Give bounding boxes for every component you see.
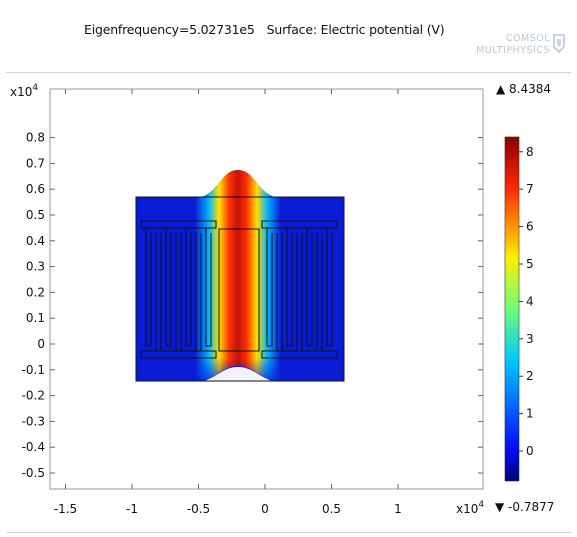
colorbar-tick-label: 6 [526,220,534,234]
top-separator [6,72,571,73]
colorbar-tick-label: 5 [526,257,534,271]
colorbar-tick-label: 0 [526,444,534,458]
potential-hotspot [195,170,281,381]
x-tick-label: -1.5 [54,502,77,516]
colorbar-max-label: ▲ 8.4384 [496,82,552,96]
surface-label: Surface: Electric potential (V) [266,22,445,37]
colorbar-gradient [504,136,520,482]
colorbar-tick-label: 4 [526,294,534,308]
x-tick-label: 0.5 [322,502,341,516]
y-tick-label: 0.8 [26,131,45,145]
center-electrode [218,228,260,352]
right-top-bus [261,220,338,229]
comsol-logo: COMSOL MULTIPHYSICS [472,33,572,67]
colorbar-tick-label: 8 [526,145,534,159]
y-tick-label: 0.3 [26,260,45,274]
eigenfrequency-label: Eigenfrequency=5.02731e5 [84,22,255,37]
plot-title: Eigenfrequency=5.02731e5 Surface: Electri… [84,22,445,37]
y-tick-label: 0.7 [26,156,45,170]
x-axis-exponent: x104 [456,500,484,516]
device-outline [135,196,345,382]
colorbar-tick-label: 3 [526,332,534,346]
x-axis-ticks: -1.5 -1 -0.5 0 0.5 1 [54,89,402,516]
left-top-bus [140,220,217,229]
y-tick-label: -0.2 [22,389,45,403]
colorbar: 8 7 6 5 4 3 2 1 0 [504,136,534,482]
bottom-separator [6,532,571,533]
plot-frame [49,88,484,490]
x-tick-label: 1 [394,502,402,516]
y-tick-label: -0.3 [22,414,45,428]
y-tick-label: 0.2 [26,285,45,299]
colorbar-ticks: 8 7 6 5 4 3 2 1 0 [519,145,534,458]
colorbar-tick-label: 2 [526,369,534,383]
colorbar-min-label: ▼ -0.7877 [495,500,555,514]
right-comb-fingers [266,228,333,352]
field-surface [136,170,344,381]
y-tick-label: -0.5 [22,466,45,480]
y-tick-label: -0.1 [22,363,45,377]
x-tick-label: -0.5 [187,502,210,516]
y-tick-label: 0.4 [26,234,45,248]
y-tick-label: 0.5 [26,208,45,222]
colorbar-tick-label: 1 [526,407,534,421]
y-axis-ticks: 0.8 0.7 0.6 0.5 0.4 0.3 0.2 0.1 0 -0.1 -0.2 -0.3 -0.… [22,131,483,480]
x-tick-label: 0 [261,502,269,516]
y-tick-label: 0.6 [26,182,45,196]
x-tick-label: -1 [126,502,138,516]
y-tick-label: 0 [37,337,45,351]
comsol-logo-icon [553,34,565,53]
left-comb-fingers [145,228,212,352]
y-axis-exponent: x104 [10,83,38,99]
y-tick-label: 0.1 [26,311,45,325]
colorbar-tick-label: 7 [526,182,534,196]
y-tick-label: -0.4 [22,440,45,454]
